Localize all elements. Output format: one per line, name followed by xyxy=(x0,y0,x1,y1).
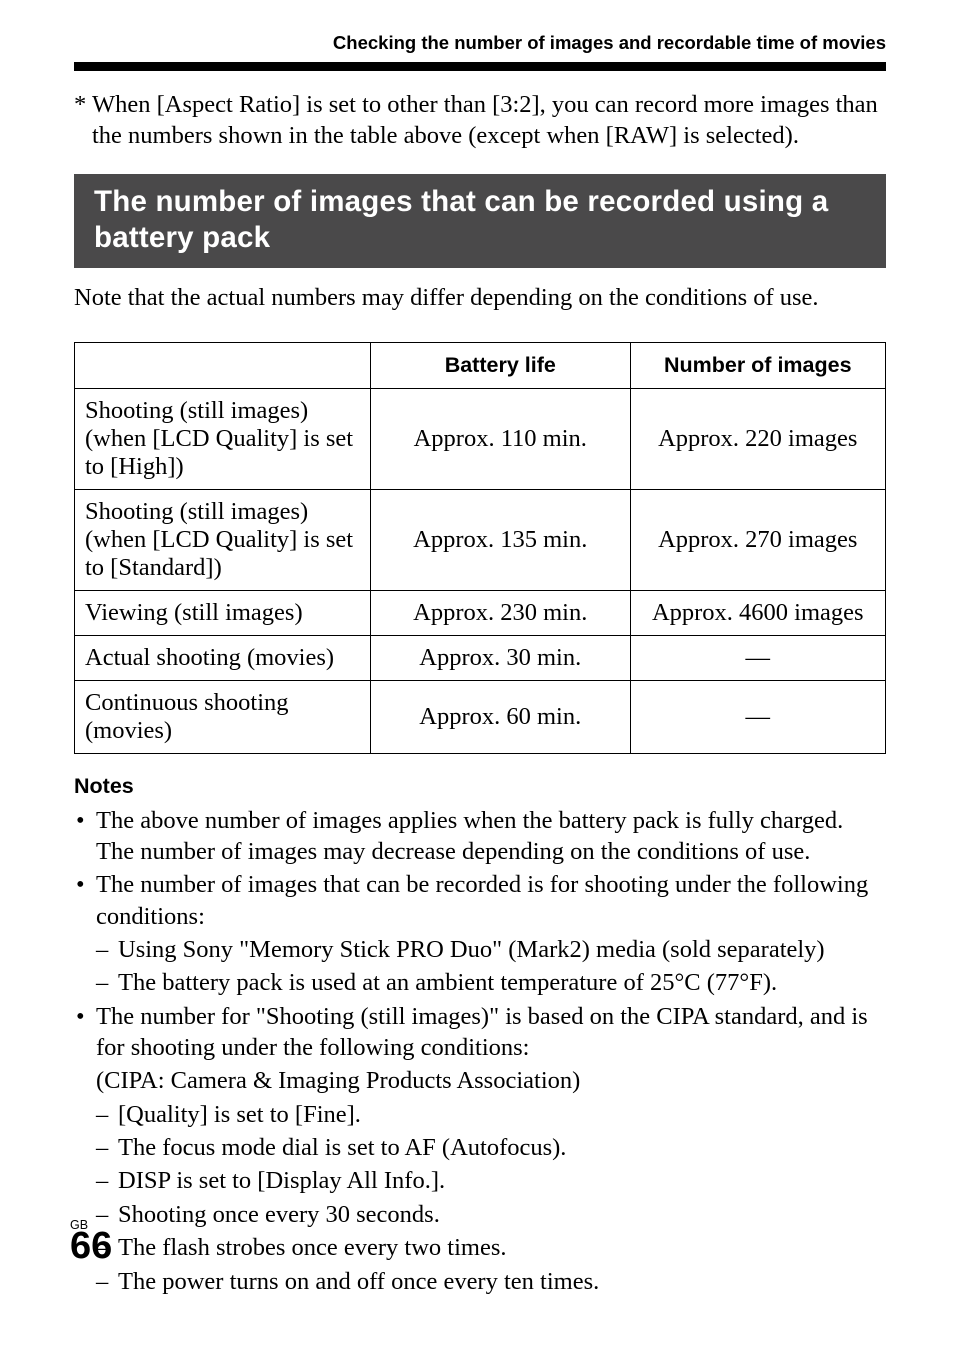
aspect-ratio-footnote: * When [Aspect Ratio] is set to other th… xyxy=(74,89,886,152)
note-subitem: The flash strobes once every two times. xyxy=(96,1232,886,1263)
notes-heading: Notes xyxy=(74,774,886,799)
note-item: The above number of images applies when … xyxy=(74,805,886,868)
table-cell-battery: Approx. 230 min. xyxy=(371,590,631,635)
note-plain-text: (CIPA: Camera & Imaging Products Associa… xyxy=(96,1067,580,1094)
table-row: Shooting (still images) (when [LCD Quali… xyxy=(75,489,886,590)
running-header: Checking the number of images and record… xyxy=(74,32,886,54)
page-number-block: GB 66 xyxy=(70,1219,112,1266)
note-subitem: Using Sony "Memory Stick PRO Duo" (Mark2… xyxy=(96,934,886,965)
table-cell-images: — xyxy=(630,680,885,753)
header-rule xyxy=(74,62,886,71)
note-subitem: [Quality] is set to [Fine]. xyxy=(96,1099,886,1130)
table-cell-images: Approx. 4600 images xyxy=(630,590,885,635)
note-text: The number of images that can be recorde… xyxy=(96,871,868,929)
table-cell-battery: Approx. 30 min. xyxy=(371,635,631,680)
table-cell-images: Approx. 270 images xyxy=(630,489,885,590)
table-header-images: Number of images xyxy=(630,342,885,388)
table-cell-label: Shooting (still images) (when [LCD Quali… xyxy=(75,388,371,489)
table-header-empty xyxy=(75,342,371,388)
footnote-marker: * xyxy=(74,89,92,152)
table-header-battery: Battery life xyxy=(371,342,631,388)
table-row: Viewing (still images) Approx. 230 min. … xyxy=(75,590,886,635)
note-sublist: Using Sony "Memory Stick PRO Duo" (Mark2… xyxy=(96,934,886,999)
table-cell-label: Viewing (still images) xyxy=(75,590,371,635)
table-cell-label: Shooting (still images) (when [LCD Quali… xyxy=(75,489,371,590)
section-title-bar: The number of images that can be recorde… xyxy=(74,174,886,268)
note-subitem: DISP is set to [Display All Info.]. xyxy=(96,1165,886,1196)
note-text: The above number of images applies when … xyxy=(96,807,843,865)
battery-life-table: Battery life Number of images Shooting (… xyxy=(74,342,886,754)
table-row: Shooting (still images) (when [LCD Quali… xyxy=(75,388,886,489)
note-subitem: Shooting once every 30 seconds. xyxy=(96,1199,886,1230)
note-subitem: The focus mode dial is set to AF (Autofo… xyxy=(96,1132,886,1163)
table-cell-images: Approx. 220 images xyxy=(630,388,885,489)
table-header-row: Battery life Number of images xyxy=(75,342,886,388)
table-row: Continuous shooting (movies) Approx. 60 … xyxy=(75,680,886,753)
note-subitem: The power turns on and off once every te… xyxy=(96,1266,886,1297)
note-plain-line: (CIPA: Camera & Imaging Products Associa… xyxy=(74,1065,886,1297)
table-cell-label: Continuous shooting (movies) xyxy=(75,680,371,753)
table-row: Actual shooting (movies) Approx. 30 min.… xyxy=(75,635,886,680)
table-cell-images: — xyxy=(630,635,885,680)
notes-list: The above number of images applies when … xyxy=(74,805,886,1297)
table-cell-label: Actual shooting (movies) xyxy=(75,635,371,680)
note-text: The number for "Shooting (still images)"… xyxy=(96,1003,868,1061)
table-cell-battery: Approx. 110 min. xyxy=(371,388,631,489)
note-sublist: [Quality] is set to [Fine]. The focus mo… xyxy=(96,1099,886,1297)
section-intro: Note that the actual numbers may differ … xyxy=(74,282,886,314)
note-subitem: The battery pack is used at an ambient t… xyxy=(96,967,886,998)
note-item: The number for "Shooting (still images)"… xyxy=(74,1001,886,1064)
footnote-text: When [Aspect Ratio] is set to other than… xyxy=(92,89,886,152)
table-cell-battery: Approx. 60 min. xyxy=(371,680,631,753)
table-cell-battery: Approx. 135 min. xyxy=(371,489,631,590)
note-item: The number of images that can be recorde… xyxy=(74,869,886,998)
page-number: 66 xyxy=(70,1225,112,1267)
page: Checking the number of images and record… xyxy=(0,0,954,1345)
